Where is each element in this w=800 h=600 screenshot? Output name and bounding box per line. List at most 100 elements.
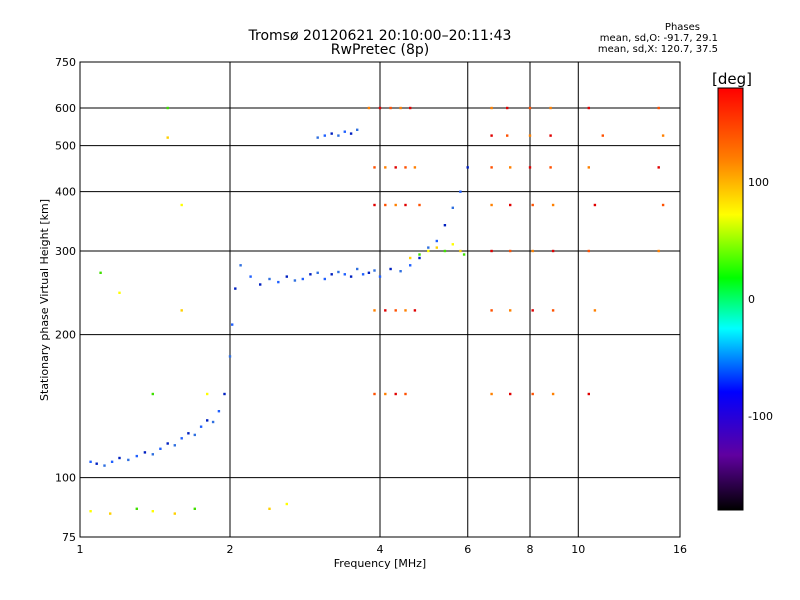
- phases-x-stats: mean, sd,X: 120.7, 37.5: [597, 44, 718, 55]
- data-point: [409, 106, 412, 110]
- data-point: [259, 283, 262, 286]
- data-point: [490, 106, 493, 110]
- data-point: [135, 507, 138, 510]
- data-point: [451, 243, 454, 246]
- data-point: [384, 203, 387, 207]
- data-point: [293, 279, 297, 282]
- data-point: [551, 309, 555, 312]
- data-point: [528, 106, 532, 110]
- colorbar-tick-label: 0: [748, 293, 755, 306]
- data-point: [110, 460, 114, 463]
- x-tick-label: 4: [377, 543, 384, 556]
- data-point: [373, 309, 376, 312]
- data-point: [268, 507, 271, 510]
- data-point: [173, 512, 176, 515]
- y-tick-label: 75: [62, 531, 76, 544]
- data-point: [509, 203, 512, 207]
- data-point: [166, 442, 169, 445]
- data-point: [361, 273, 365, 276]
- data-point: [509, 392, 512, 396]
- data-point: [587, 392, 590, 396]
- data-point: [373, 166, 376, 169]
- data-point: [399, 270, 402, 273]
- data-point: [159, 447, 162, 450]
- x-tick-label: 16: [673, 543, 687, 556]
- data-point: [435, 246, 438, 249]
- data-point: [301, 277, 304, 281]
- data-point: [462, 253, 466, 256]
- data-point: [404, 309, 407, 312]
- data-point: [490, 309, 493, 312]
- data-point: [528, 134, 532, 137]
- y-tick-label: 500: [55, 140, 76, 153]
- data-point: [99, 271, 102, 274]
- data-point: [531, 309, 534, 312]
- data-point: [373, 203, 376, 207]
- data-point: [413, 309, 417, 312]
- data-point: [356, 267, 359, 271]
- data-point: [173, 444, 176, 447]
- data-point: [394, 203, 397, 207]
- data-point: [459, 190, 462, 193]
- data-point: [166, 106, 169, 110]
- data-point: [657, 249, 660, 253]
- data-point: [337, 134, 340, 137]
- data-point: [389, 106, 392, 110]
- data-point: [378, 106, 382, 110]
- data-point: [151, 392, 154, 396]
- data-point: [551, 249, 555, 253]
- data-point: [199, 425, 203, 428]
- colorbar-ticks: 100 0 -100: [748, 176, 773, 423]
- data-point: [389, 267, 392, 271]
- grid-lines: [80, 62, 680, 537]
- phases-o-stats: mean, sd,O: -91.7, 29.1: [599, 33, 718, 44]
- data-point: [285, 502, 288, 506]
- data-point: [657, 106, 660, 110]
- x-tick-label: 8: [527, 543, 534, 556]
- data-point: [330, 132, 333, 135]
- y-tick-labels: 75 100 200 300 400 500 600 750: [55, 56, 76, 544]
- data-point: [89, 460, 92, 463]
- data-point: [459, 249, 462, 253]
- data-point: [394, 392, 397, 396]
- data-point: [378, 275, 382, 278]
- data-point: [180, 437, 183, 440]
- data-point: [249, 275, 252, 278]
- data-point: [399, 106, 402, 110]
- data-point: [349, 132, 353, 135]
- y-tick-label: 100: [55, 472, 76, 485]
- data-point: [373, 392, 376, 396]
- data-point: [206, 392, 209, 396]
- data-point: [531, 249, 534, 253]
- data-point: [323, 277, 326, 281]
- x-tick-label: 10: [571, 543, 585, 556]
- data-point: [135, 454, 138, 458]
- data-point: [193, 507, 196, 510]
- data-point: [549, 166, 552, 169]
- data-point: [323, 134, 326, 137]
- y-tick-label: 400: [55, 186, 76, 199]
- data-point: [316, 136, 319, 139]
- colorbar-tick-label: 100: [748, 176, 769, 189]
- data-point: [409, 264, 412, 267]
- data-point: [551, 203, 555, 207]
- data-point: [394, 309, 397, 312]
- data-point: [404, 166, 407, 169]
- data-point: [549, 106, 552, 110]
- y-tick-label: 200: [55, 329, 76, 342]
- data-point: [587, 106, 590, 110]
- data-point: [661, 203, 665, 207]
- data-point: [404, 203, 407, 207]
- data-point: [187, 432, 190, 435]
- data-point: [435, 239, 438, 243]
- data-point: [118, 456, 121, 460]
- x-tick-label: 6: [464, 543, 471, 556]
- data-point: [427, 249, 430, 253]
- data-point: [127, 458, 130, 462]
- chart-subtitle: RwPretec (8p): [330, 42, 430, 58]
- data-point: [180, 309, 183, 312]
- data-point: [506, 134, 509, 137]
- data-point: [268, 277, 271, 281]
- data-point: [509, 166, 512, 169]
